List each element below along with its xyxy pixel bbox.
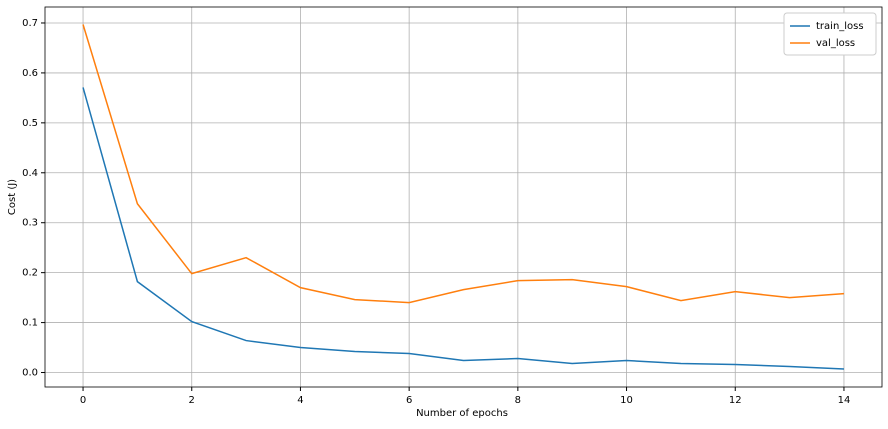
- x-tick-label: 2: [189, 395, 195, 406]
- y-axis-label: Cost (J): [7, 179, 18, 215]
- y-tick-label: 0.4: [22, 168, 38, 179]
- y-tick-label: 0.1: [22, 318, 38, 329]
- x-tick-label: 0: [80, 395, 86, 406]
- legend-label: train_loss: [816, 21, 864, 32]
- y-tick-label: 0.2: [22, 268, 38, 279]
- y-tick-label: 0.7: [22, 18, 38, 29]
- legend-label: val_loss: [816, 38, 855, 49]
- x-tick-label: 6: [406, 395, 412, 406]
- x-tick-label: 4: [297, 395, 303, 406]
- x-axis-label: Number of epochs: [416, 408, 508, 419]
- line-series: [82, 87, 844, 370]
- plot-frame: [44, 6, 883, 388]
- y-tick-label: 0.3: [22, 218, 38, 229]
- legend-box: [783, 12, 877, 56]
- y-tick-label: 0.0: [22, 368, 38, 379]
- x-tick-label: 10: [620, 395, 633, 406]
- y-tick-label: 0.5: [22, 118, 38, 129]
- x-tick-label: 12: [729, 395, 742, 406]
- line-series: [82, 24, 845, 304]
- y-tick-label: 0.6: [22, 68, 38, 79]
- x-tick-label: 8: [515, 395, 521, 406]
- x-tick-label: 14: [838, 395, 851, 406]
- legend: train_loss val_loss: [783, 12, 877, 56]
